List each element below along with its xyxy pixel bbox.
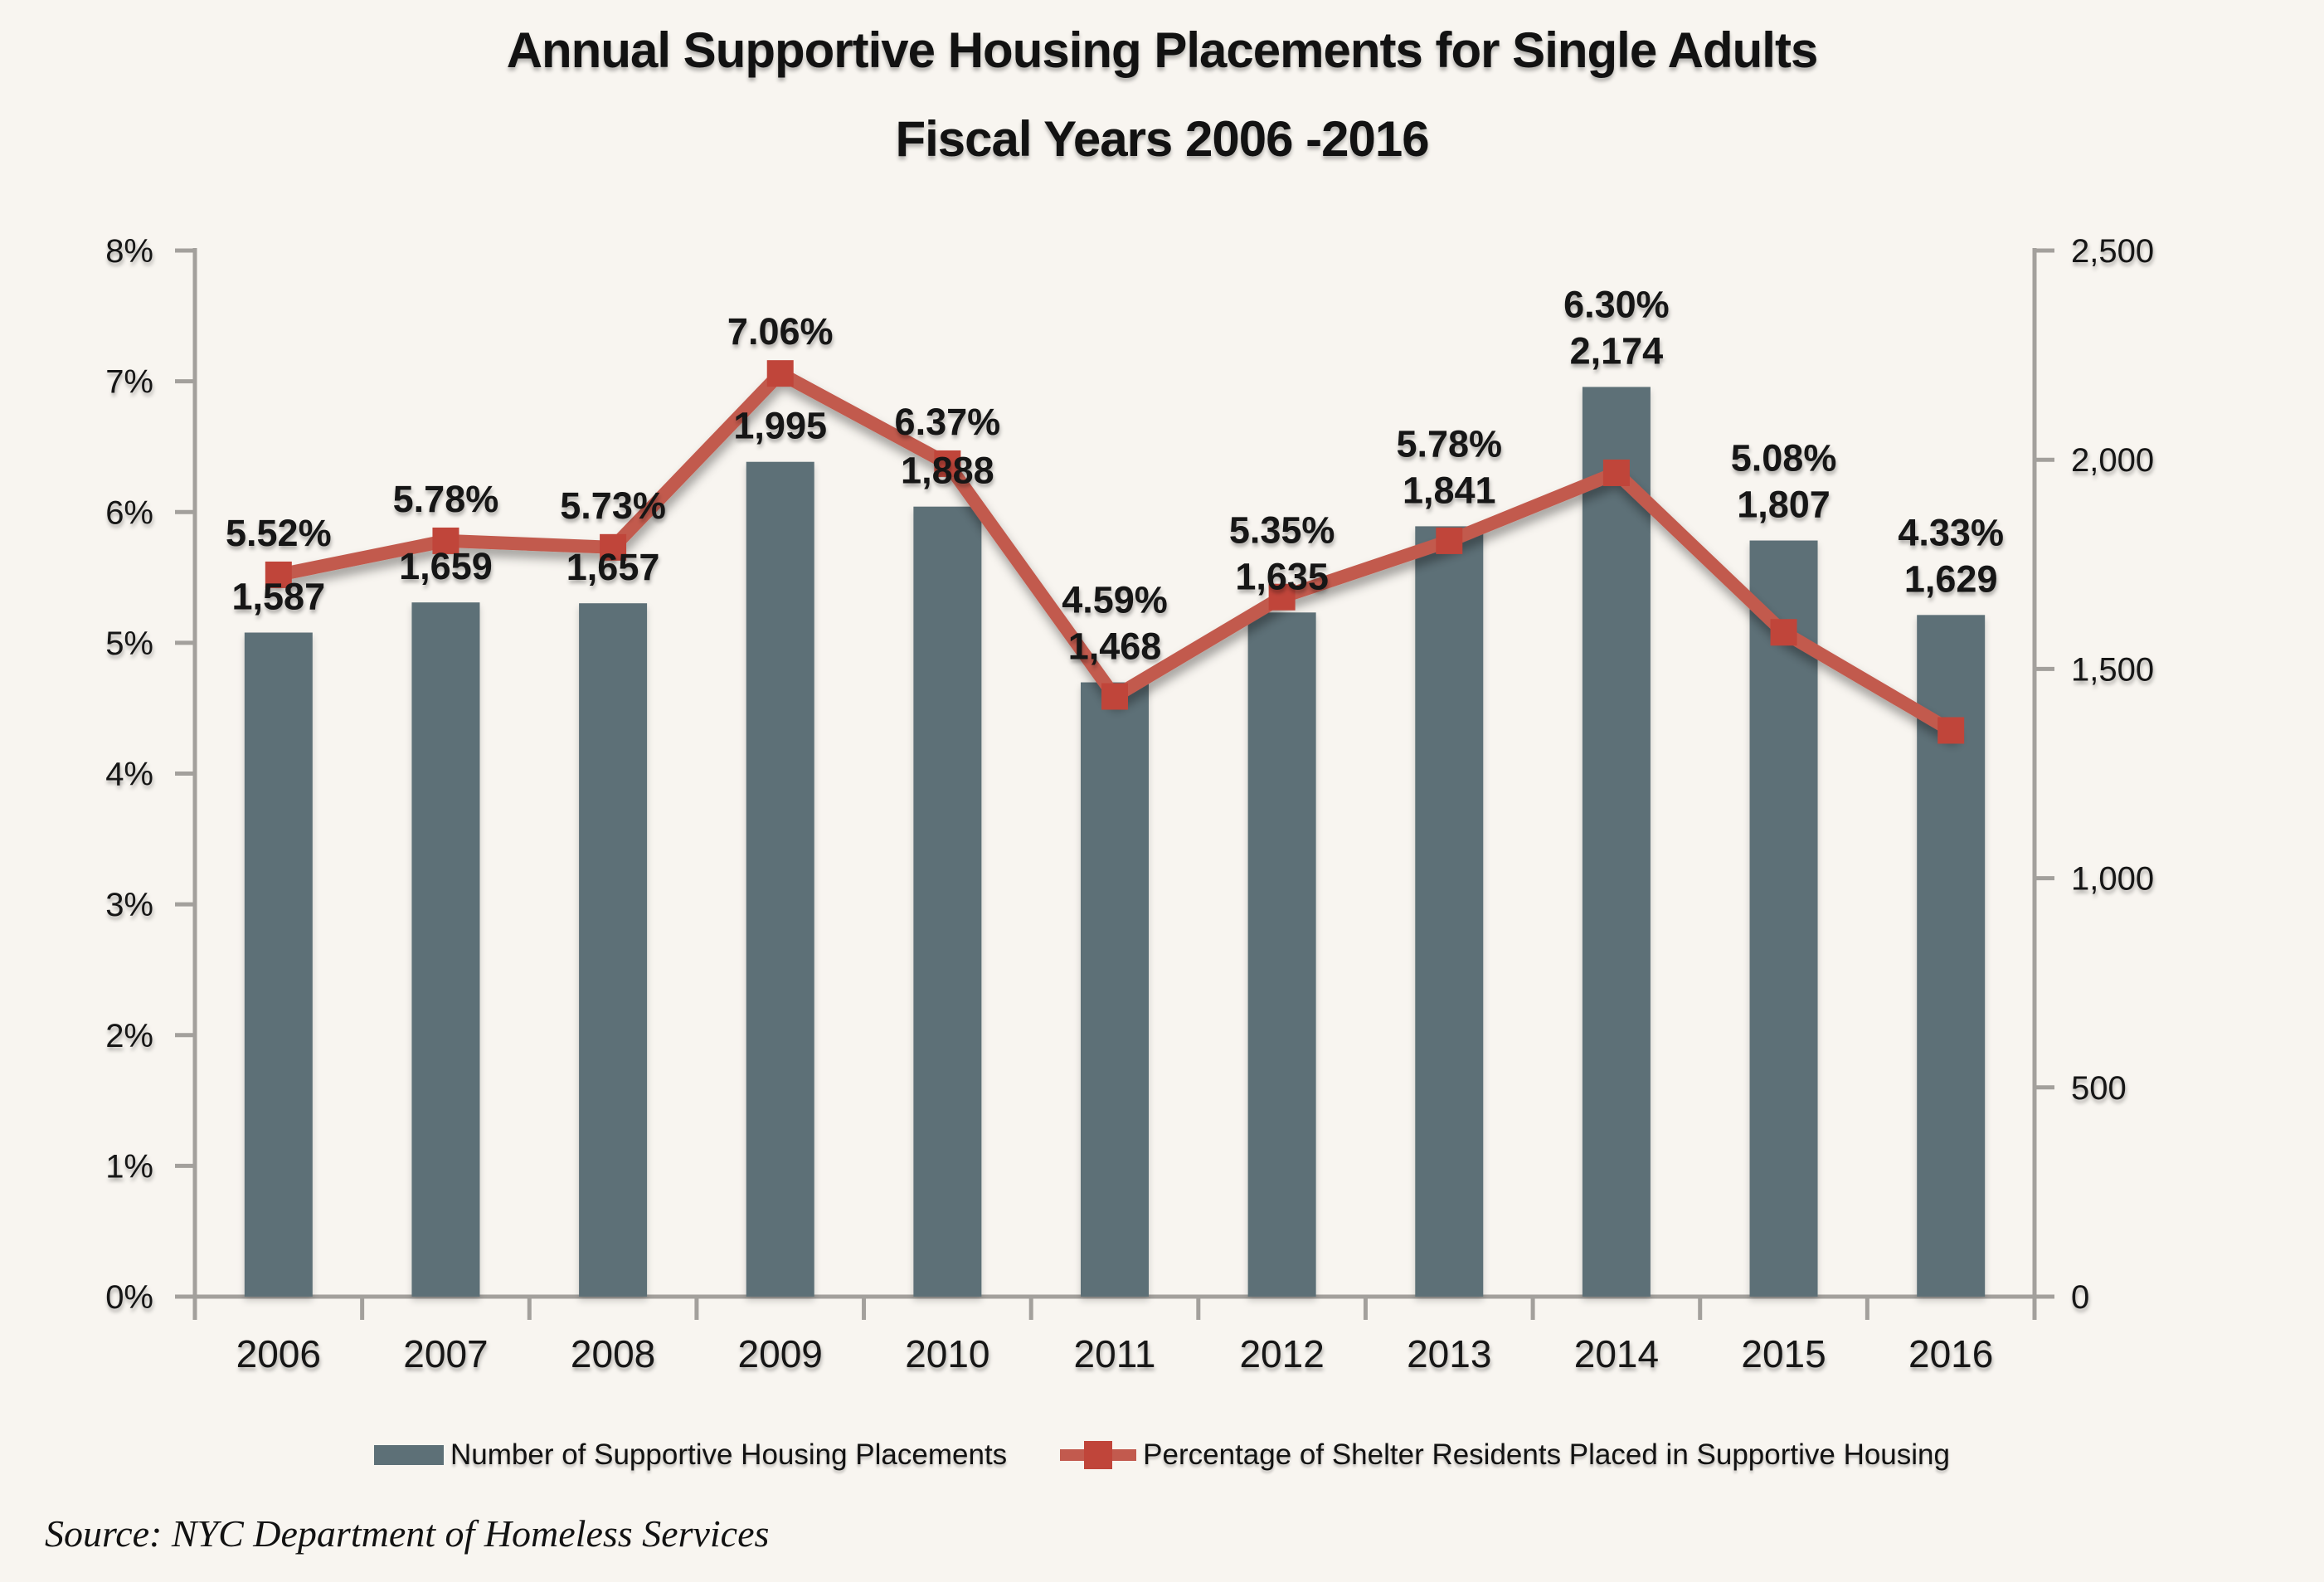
source-note: Source: NYC Department of Homeless Servi… bbox=[45, 1512, 770, 1555]
line-value-label-2014: 6.30% bbox=[1563, 283, 1670, 325]
bar-value-label-2006: 1,587 bbox=[232, 576, 326, 618]
x-axis-category-label: 2013 bbox=[1407, 1332, 1491, 1375]
line-series bbox=[271, 367, 1958, 737]
x-axis-category-label: 2016 bbox=[1908, 1332, 1993, 1375]
line-marker-2013 bbox=[1436, 527, 1463, 554]
left-axis-tick-label: 0% bbox=[105, 1279, 153, 1316]
x-axis-category-label: 2014 bbox=[1574, 1332, 1659, 1375]
left-axis-tick-label: 7% bbox=[105, 364, 153, 401]
bar-2010 bbox=[913, 506, 982, 1297]
bar-value-label-2009: 1,995 bbox=[733, 405, 827, 447]
bar-2015 bbox=[1749, 540, 1818, 1297]
chart-legend: Number of Supportive Housing Placements … bbox=[0, 1438, 2324, 1472]
x-axis-category-label: 2008 bbox=[571, 1332, 655, 1375]
right-axis-tick-label: 0 bbox=[2071, 1279, 2089, 1316]
line-value-label-2009: 7.06% bbox=[727, 310, 834, 353]
chart-title: Annual Supportive Housing Placements for… bbox=[0, 22, 2324, 168]
bar-2011 bbox=[1081, 682, 1149, 1297]
bar-value-label-2015: 1,807 bbox=[1737, 484, 1831, 526]
right-axis-tick-label: 2,000 bbox=[2071, 442, 2154, 479]
line-marker-2009 bbox=[766, 360, 794, 387]
bar-series-swatch-icon bbox=[374, 1445, 444, 1465]
right-axis-tick-label: 2,500 bbox=[2071, 233, 2154, 270]
bar-value-label-2011: 1,468 bbox=[1068, 625, 1162, 668]
line-marker-2011 bbox=[1101, 683, 1128, 710]
bar-2007 bbox=[411, 602, 480, 1297]
x-axis-category-label: 2010 bbox=[905, 1332, 989, 1375]
chart-title-line1: Annual Supportive Housing Placements for… bbox=[506, 22, 1819, 78]
line-value-label-2012: 5.35% bbox=[1229, 509, 1335, 551]
bar-value-label-2010: 1,888 bbox=[901, 450, 994, 492]
line-value-label-2007: 5.78% bbox=[393, 478, 499, 520]
line-value-label-2016: 4.33% bbox=[1898, 511, 2004, 553]
line-marker-2010 bbox=[934, 450, 961, 477]
bar-2006 bbox=[244, 632, 313, 1297]
legend-item-line: Percentage of Shelter Residents Placed i… bbox=[1060, 1438, 1950, 1472]
x-axis-category-label: 2012 bbox=[1239, 1332, 1324, 1375]
line-value-label-2011: 4.59% bbox=[1062, 579, 1168, 621]
bar-value-label-2014: 2,174 bbox=[1570, 329, 1664, 372]
line-value-label-2010: 6.37% bbox=[895, 401, 1001, 443]
bar-value-label-2012: 1,635 bbox=[1235, 555, 1329, 597]
x-axis-category-label: 2006 bbox=[236, 1332, 321, 1375]
bar-value-label-2013: 1,841 bbox=[1403, 469, 1496, 511]
legend-item-bars: Number of Supportive Housing Placements bbox=[374, 1438, 1007, 1472]
x-axis-category-label: 2015 bbox=[1741, 1332, 1826, 1375]
bar-value-label-2016: 1,629 bbox=[1904, 557, 1998, 600]
line-value-label-2013: 5.78% bbox=[1396, 422, 1502, 465]
left-axis-tick-label: 2% bbox=[105, 1018, 153, 1054]
bar-2013 bbox=[1415, 526, 1484, 1297]
x-axis-category-label: 2011 bbox=[1074, 1332, 1156, 1375]
line-series-swatch-icon bbox=[1060, 1441, 1137, 1469]
bar-value-label-2008: 1,657 bbox=[566, 546, 660, 588]
line-marker-2008 bbox=[600, 533, 627, 561]
right-axis-tick-label: 500 bbox=[2071, 1070, 2127, 1107]
bar-2008 bbox=[579, 603, 648, 1297]
bar-value-label-2007: 1,659 bbox=[399, 545, 493, 587]
left-axis-tick-label: 6% bbox=[105, 494, 153, 531]
bar-2012 bbox=[1247, 612, 1316, 1297]
line-marker-2015 bbox=[1770, 619, 1797, 646]
bar-2014 bbox=[1582, 387, 1651, 1297]
line-marker-2007 bbox=[432, 527, 459, 554]
left-axis-tick-label: 5% bbox=[105, 625, 153, 662]
line-value-label-2008: 5.73% bbox=[560, 484, 666, 527]
line-value-label-2015: 5.08% bbox=[1731, 437, 1837, 479]
legend-line-label: Percentage of Shelter Residents Placed i… bbox=[1143, 1438, 1950, 1471]
right-axis-tick-label: 1,500 bbox=[2071, 651, 2154, 688]
legend-bar-label: Number of Supportive Housing Placements bbox=[450, 1438, 1008, 1471]
left-axis-tick-label: 3% bbox=[105, 887, 153, 923]
left-axis-tick-label: 1% bbox=[105, 1148, 153, 1185]
line-marker-2006 bbox=[265, 561, 292, 588]
line-marker-2012 bbox=[1268, 583, 1296, 611]
bar-2009 bbox=[746, 461, 814, 1297]
line-value-label-2006: 5.52% bbox=[226, 512, 332, 554]
left-axis-tick-label: 4% bbox=[105, 757, 153, 793]
line-marker-2016 bbox=[1937, 717, 1965, 744]
x-axis-category-label: 2009 bbox=[738, 1332, 823, 1375]
x-axis-category-label: 2007 bbox=[403, 1332, 488, 1375]
right-axis-tick-label: 1,000 bbox=[2071, 861, 2154, 898]
line-marker-2014 bbox=[1602, 459, 1630, 486]
left-axis-tick-label: 8% bbox=[105, 233, 153, 270]
chart-title-line2: Fiscal Years 2006 -2016 bbox=[895, 111, 1429, 167]
